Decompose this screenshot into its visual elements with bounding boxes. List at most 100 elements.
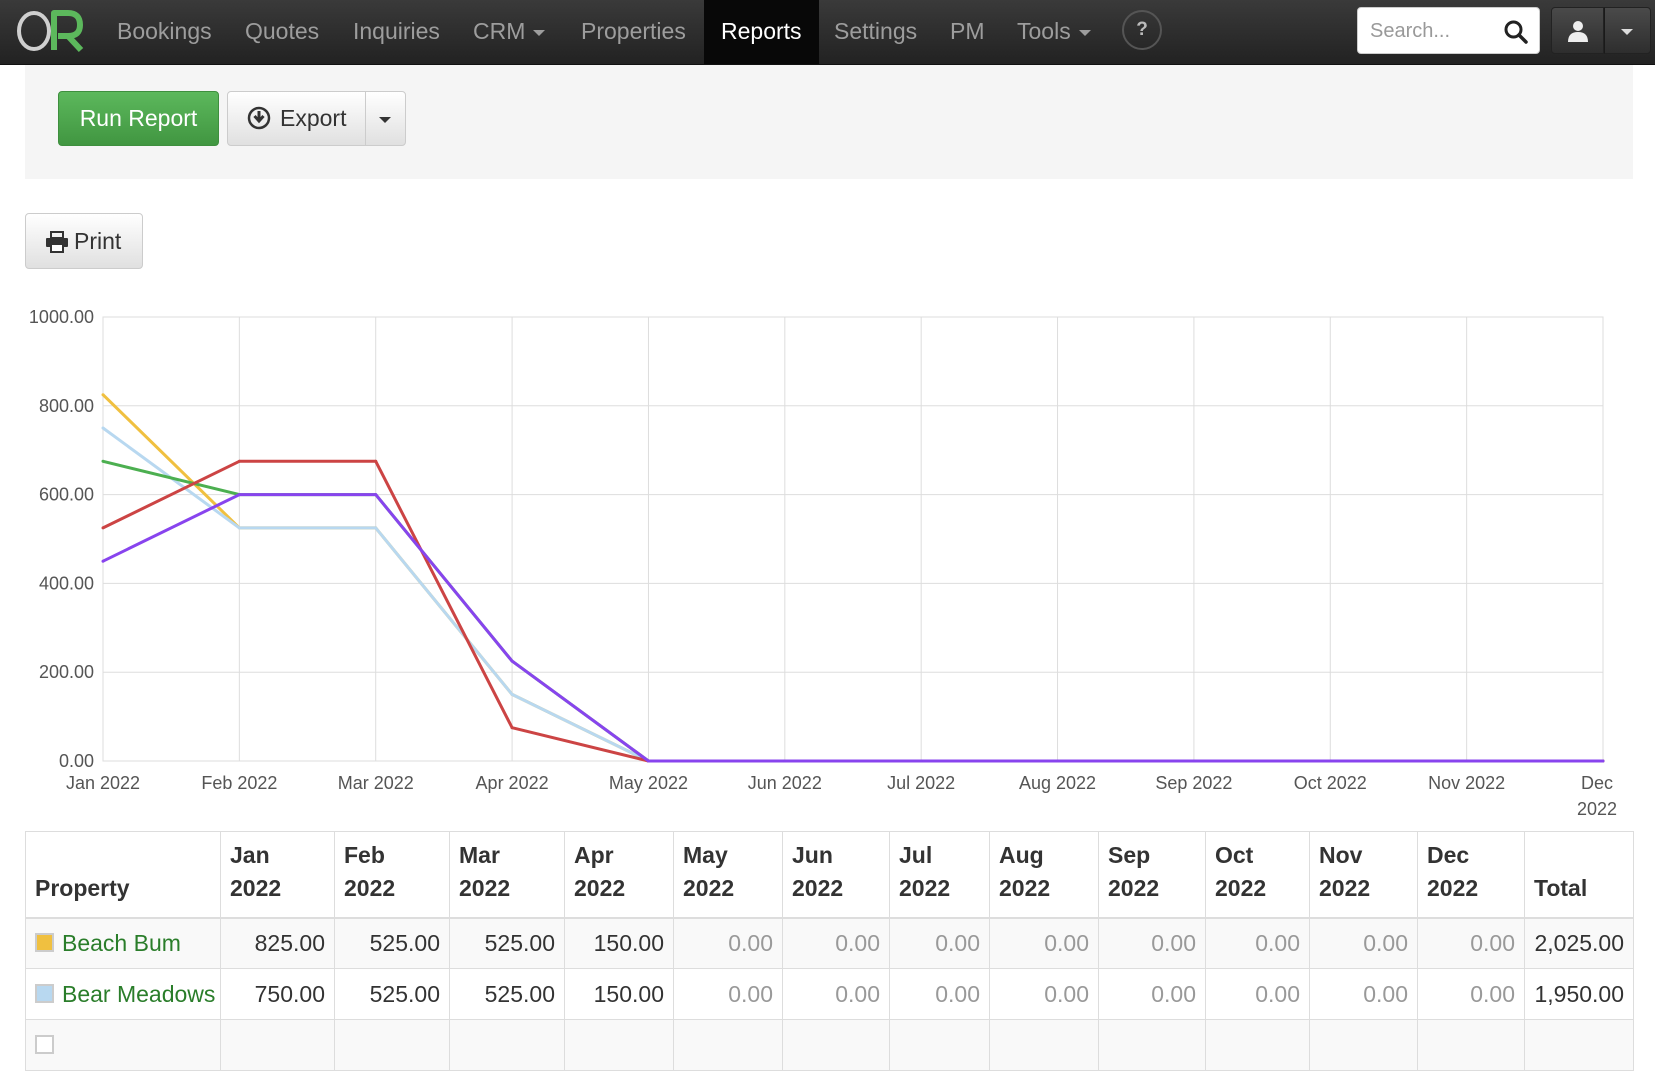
column-header-text: Jan [230,841,270,868]
y-tick-label: 800.00 [39,396,94,416]
value-cell [1417,1019,1525,1071]
value-cell: 525.00 [334,917,450,969]
column-header[interactable]: Jun 2022 [782,831,890,919]
data-point [101,393,105,397]
column-header-text: May [683,841,728,868]
value-cell: 0.00 [989,917,1099,969]
x-tick-label: Jul 2022 [887,773,955,793]
search-icon[interactable] [1503,19,1529,45]
value-cell: 525.00 [334,968,450,1020]
series-line [102,493,1603,763]
column-header-text: Jul [899,841,933,868]
search-input[interactable] [1368,16,1497,46]
export-dropdown-toggle[interactable] [365,91,406,146]
x-tick-label: Jun 2022 [748,773,822,793]
value-cell [782,1019,890,1071]
column-header-text: 2022 [1427,874,1479,901]
column-header[interactable]: Dec 2022 [1417,831,1525,919]
column-header[interactable]: Jul 2022 [889,831,990,919]
y-tick-label: 400.00 [39,573,94,593]
x-tick-label: Feb 2022 [201,773,277,793]
column-header-text: Jun [792,841,833,868]
data-point [374,493,378,497]
column-header[interactable]: Mar 2022 [449,831,565,919]
column-header-text: 2022 [999,874,1051,901]
column-header-text: 2022 [899,874,951,901]
data-point [101,426,105,430]
column-header[interactable]: Apr 2022 [564,831,674,919]
column-header-text: Apr [574,841,614,868]
value-cell [449,1019,565,1071]
column-header-property[interactable]: Property [25,831,221,919]
column-header[interactable]: May 2022 [673,831,783,919]
data-point [510,726,514,730]
nav-pm[interactable]: PM [950,18,985,44]
data-point [374,526,378,530]
value-cell: 0.00 [782,917,890,969]
column-header[interactable]: Feb 2022 [334,831,450,919]
series-color-swatch [35,1034,54,1054]
property-link[interactable]: Beach Bum [62,929,181,956]
nav-bookings[interactable]: Bookings [117,18,212,44]
nav-properties[interactable]: Properties [581,18,686,44]
nav-reports[interactable]: Reports [704,0,819,64]
value-cell: 0.00 [1309,917,1418,969]
value-cell [564,1019,674,1071]
download-icon [247,106,271,130]
value-cell: 0.00 [1309,968,1418,1020]
nav-quotes[interactable]: Quotes [245,18,320,44]
nav-tools[interactable]: Tools [1000,0,1108,64]
series-color-swatch [35,983,54,1003]
user-dropdown-toggle[interactable] [1604,7,1651,54]
nav-crm[interactable]: CRM [456,0,562,64]
table-row: Beach Bum 825.00 525.00 525.00 150.00 0.00 0.0… [25,917,1634,969]
column-header[interactable]: Aug 2022 [989,831,1099,919]
help-button[interactable]: ? [1122,10,1162,50]
y-tick-label: 1000.00 [29,307,94,327]
value-cell: 0.00 [1098,968,1206,1020]
print-button[interactable]: Print [25,213,143,269]
data-point [1328,759,1332,763]
column-header[interactable]: Total [1524,831,1634,919]
value-cell [673,1019,783,1071]
data-point [510,692,514,696]
value-cell: 525.00 [449,917,565,969]
property-link[interactable]: Bear Meadows [62,980,216,1007]
value-cell: 150.00 [564,917,674,969]
chevron-down-icon [533,29,546,36]
nav-inquiries[interactable]: Inquiries [353,18,440,44]
column-header-text: 2022 [459,874,511,901]
data-point [101,559,105,563]
export-button[interactable]: Export [227,91,366,146]
value-cell: 825.00 [220,917,335,969]
column-header[interactable]: Sep 2022 [1098,831,1206,919]
value-cell: 0.00 [1205,917,1310,969]
table-row [25,1019,1634,1071]
value-cell: 0.00 [889,917,990,969]
export-label: Export [280,105,347,131]
column-header[interactable]: Oct 2022 [1205,831,1310,919]
data-point [1056,759,1060,763]
column-header[interactable]: Nov 2022 [1309,831,1418,919]
y-tick-label: 200.00 [39,662,94,682]
run-report-button[interactable]: Run Report [58,91,219,146]
total-cell [1524,1019,1634,1071]
column-header-text: Sep [1108,841,1151,868]
column-header[interactable]: Jan 2022 [220,831,335,919]
series-color-swatch [35,932,54,952]
printer-icon [46,231,68,253]
data-point [1192,759,1196,763]
table-row: Bear Meadows 750.00 525.00 525.00 150.00 0.00… [25,968,1634,1020]
value-cell [989,1019,1099,1071]
table-header-row: Property Jan 2022 Feb 2022 Mar 2022 Apr 2022 May 2… [25,831,1634,919]
logo[interactable] [16,6,84,56]
user-button[interactable] [1551,7,1604,54]
column-header-text: Mar [459,841,500,868]
nav-settings[interactable]: Settings [834,18,918,44]
column-header-text: 2022 [1319,874,1371,901]
value-cell [334,1019,450,1071]
user-menu [1551,7,1651,54]
report-toolbar: Run Report Export [25,65,1633,179]
column-header-text: Oct [1215,841,1254,868]
value-cell: 525.00 [449,968,565,1020]
